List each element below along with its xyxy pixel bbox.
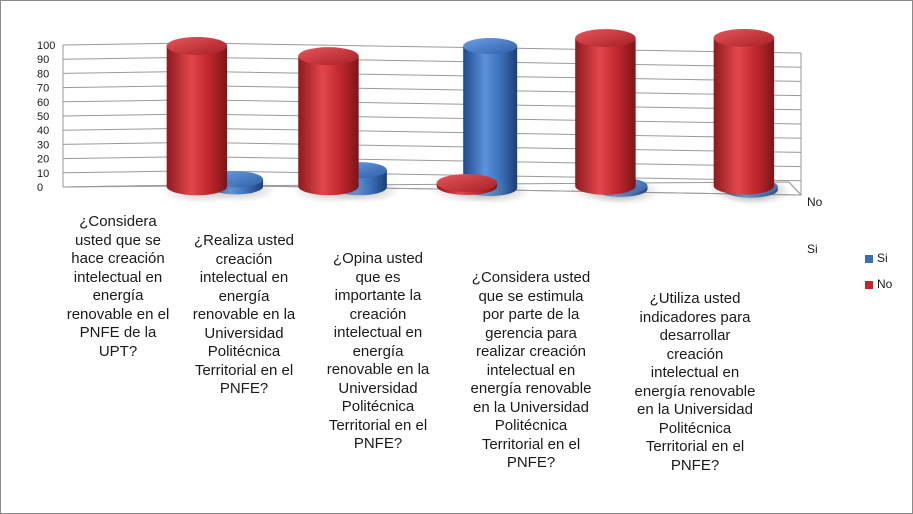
y-tick-label: 80: [37, 68, 49, 80]
category-label-1: ¿Considera usted que se hace creación in…: [66, 213, 170, 360]
category-label-3: ¿Opina usted que es importante la creaci…: [326, 250, 430, 452]
y-tick-label: 10: [37, 168, 49, 180]
category-label-2: ¿Realiza usted creación intelectual en e…: [192, 232, 296, 397]
bar-no-1: [160, 36, 242, 204]
category-label-4: ¿Considera usted que se estimula por par…: [470, 269, 592, 471]
y-tick-label: 50: [37, 111, 49, 123]
y-tick-label: 70: [37, 83, 49, 95]
bar-no-2: [291, 47, 374, 204]
bars: [160, 28, 792, 206]
y-tick-label: 90: [37, 54, 49, 66]
y-tick-label: 100: [37, 40, 55, 52]
depth-label-no: No: [807, 195, 823, 209]
y-axis-labels: 0 10 20 30 40 50 60 70 80 90 100: [37, 40, 55, 194]
bar-no-4: [568, 29, 651, 204]
legend-label-si: Si: [877, 251, 888, 265]
bar-si-3: [457, 38, 531, 204]
category-label-5: ¿Utiliza usted indicadores para desarrol…: [634, 290, 756, 474]
y-tick-label: 30: [37, 139, 49, 151]
legend-label-no: No: [877, 277, 893, 291]
legend-swatch-si: [865, 255, 873, 263]
y-tick-label: 60: [37, 97, 49, 109]
legend-swatch-no: [865, 281, 873, 289]
depth-label-si: Si: [807, 242, 818, 256]
y-tick-label: 20: [37, 154, 49, 166]
bar-no-3: [430, 174, 512, 204]
depth-axis-line: [788, 181, 802, 196]
y-tick-label: 40: [37, 125, 49, 137]
depth-axis-labels: No Si: [807, 195, 823, 256]
y-tick-label: 0: [37, 182, 43, 194]
bar-no-5: [707, 28, 789, 204]
